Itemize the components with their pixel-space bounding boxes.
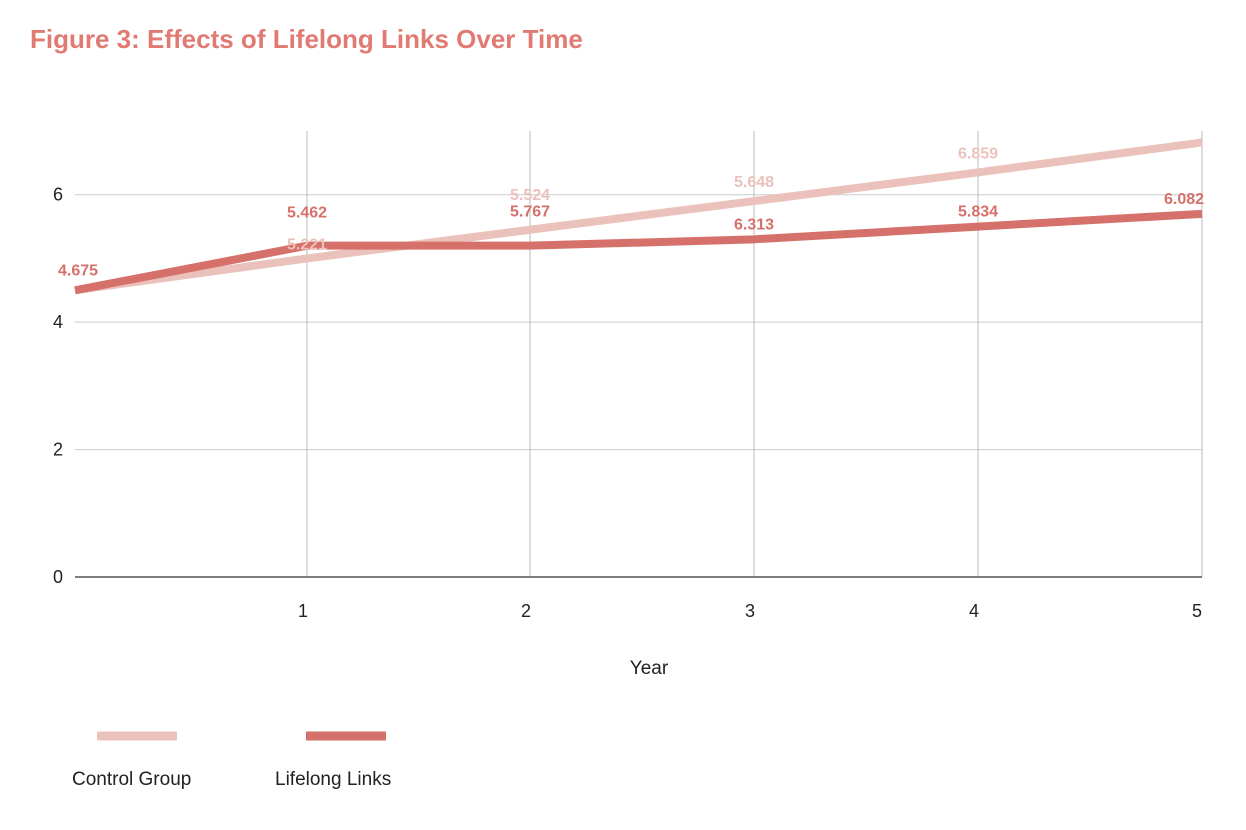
data-label: 5.834 [958, 204, 998, 221]
data-label: 5.221 [287, 236, 327, 253]
y-axis-ticks: 0 2 4 6 [53, 185, 63, 587]
data-label: 5.767 [510, 204, 550, 221]
series-line-control-group [74, 138, 1203, 295]
chart-title: Figure 3: Effects of Lifelong Links Over… [30, 24, 583, 54]
data-label: 5.462 [287, 205, 327, 222]
legend-label: Control Group [72, 769, 191, 790]
y-tick-label: 0 [53, 567, 63, 587]
x-tick-label: 3 [745, 601, 755, 621]
legend: Control Group Lifelong Links [72, 731, 391, 790]
legend-label: Lifelong Links [275, 769, 391, 790]
data-label: 4.675 [58, 262, 98, 279]
series-line-lifelong-links [74, 209, 1203, 295]
data-label: 6.313 [734, 216, 774, 233]
x-axis-ticks: 1 2 3 4 5 [298, 601, 1202, 621]
x-tick-label: 5 [1192, 601, 1202, 621]
y-tick-label: 2 [53, 440, 63, 460]
x-axis-title: Year [630, 658, 669, 679]
data-label: 5.524 [510, 187, 550, 204]
y-tick-label: 4 [53, 312, 63, 332]
data-label: 6.859 [958, 145, 998, 162]
series-lines [74, 138, 1203, 295]
data-label: 6.082 [1164, 191, 1204, 208]
x-tick-label: 1 [298, 601, 308, 621]
data-label: 5.648 [734, 174, 774, 191]
data-labels: 5.221 5.524 5.648 6.859 4.675 5.462 5.767 6.313… [58, 145, 1204, 279]
y-tick-label: 6 [53, 185, 63, 205]
x-tick-label: 4 [969, 601, 979, 621]
grid [75, 131, 1203, 577]
x-tick-label: 2 [521, 601, 531, 621]
